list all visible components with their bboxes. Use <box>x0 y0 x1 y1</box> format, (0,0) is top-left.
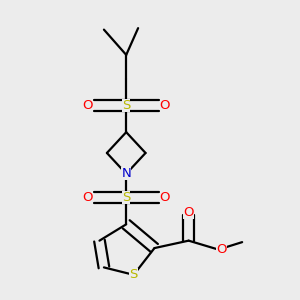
Text: O: O <box>183 206 194 219</box>
Text: N: N <box>121 167 131 180</box>
Text: O: O <box>160 99 170 112</box>
Text: O: O <box>160 191 170 204</box>
Text: S: S <box>122 99 130 112</box>
Text: S: S <box>122 191 130 204</box>
Text: O: O <box>216 243 226 256</box>
Text: O: O <box>82 191 93 204</box>
Text: S: S <box>130 268 138 281</box>
Text: O: O <box>82 99 93 112</box>
